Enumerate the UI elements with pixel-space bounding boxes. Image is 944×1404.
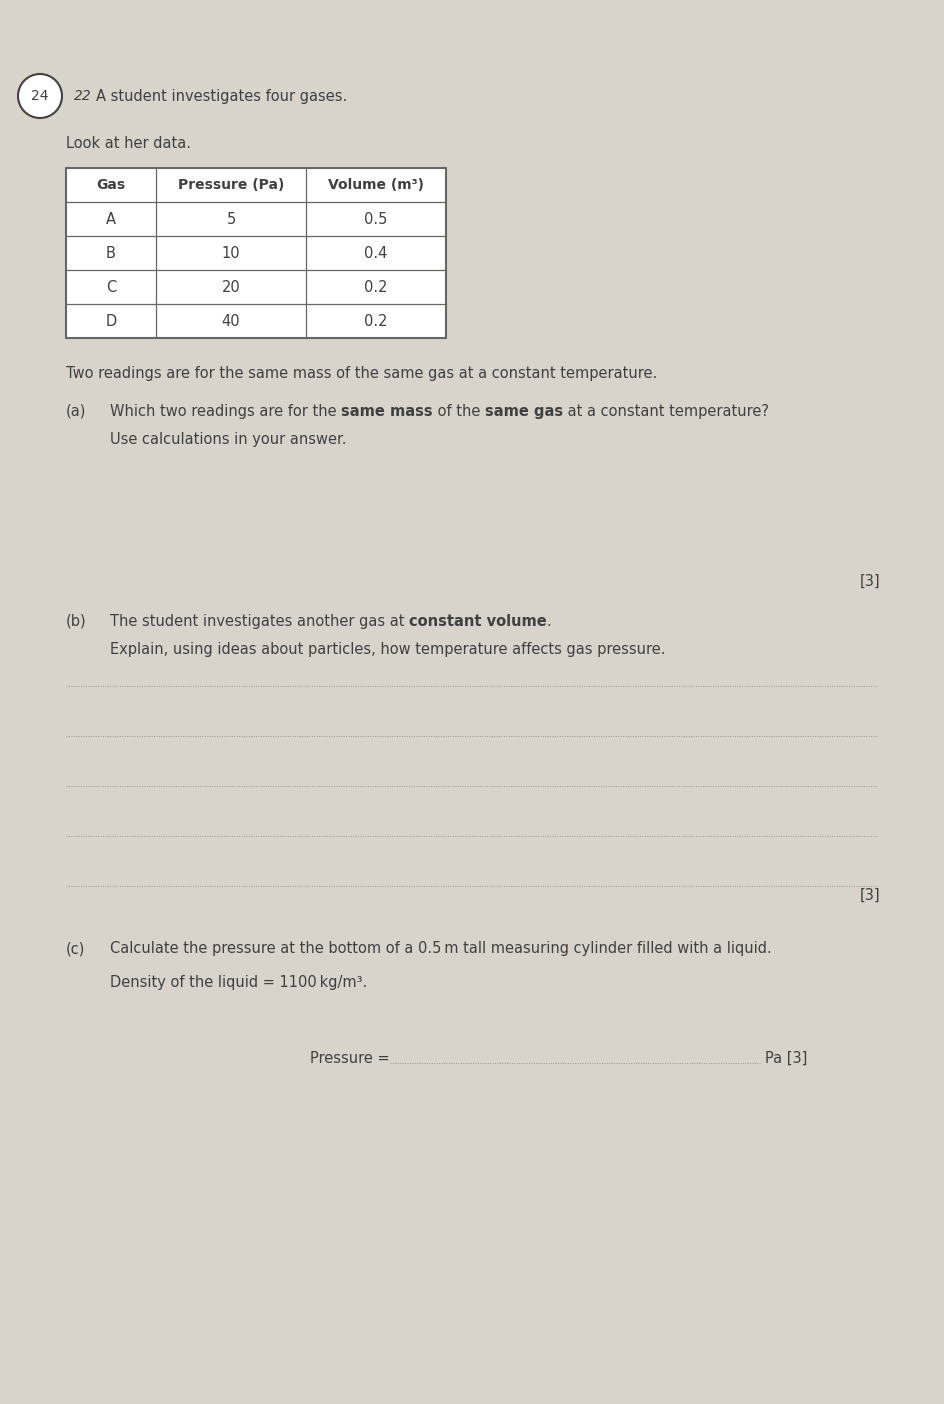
- Text: 0.4: 0.4: [364, 246, 388, 261]
- Text: C: C: [106, 279, 116, 295]
- Text: A student investigates four gases.: A student investigates four gases.: [96, 88, 347, 104]
- Text: 5: 5: [227, 212, 236, 226]
- Text: Density of the liquid = 1100 kg/m³.: Density of the liquid = 1100 kg/m³.: [110, 974, 367, 990]
- Text: Two readings are for the same mass of the same gas at a constant temperature.: Two readings are for the same mass of th…: [66, 366, 657, 380]
- Text: Volume (m³): Volume (m³): [328, 178, 424, 192]
- Text: 20: 20: [222, 279, 241, 295]
- Text: 0.5: 0.5: [364, 212, 388, 226]
- Text: 40: 40: [222, 313, 241, 329]
- Text: D: D: [106, 313, 117, 329]
- Text: Use calculations in your answer.: Use calculations in your answer.: [110, 432, 346, 446]
- Text: Pa [3]: Pa [3]: [765, 1052, 807, 1066]
- Text: (b): (b): [66, 614, 87, 629]
- Text: Pressure (Pa): Pressure (Pa): [177, 178, 284, 192]
- Text: Pressure =: Pressure =: [310, 1052, 395, 1066]
- Circle shape: [18, 74, 62, 118]
- Text: at a constant temperature?: at a constant temperature?: [563, 404, 769, 418]
- Text: .: .: [547, 614, 551, 629]
- Bar: [66, 168, 446, 338]
- Text: 22: 22: [74, 88, 92, 102]
- Text: (a): (a): [66, 404, 86, 418]
- Text: same gas: same gas: [485, 404, 563, 418]
- Text: B: B: [106, 246, 116, 261]
- Text: Gas: Gas: [96, 178, 126, 192]
- Text: (c): (c): [66, 941, 85, 956]
- Text: Explain, using ideas about particles, how temperature affects gas pressure.: Explain, using ideas about particles, ho…: [110, 642, 666, 657]
- Text: Which two readings are for the: Which two readings are for the: [110, 404, 341, 418]
- Text: The student investigates another gas at: The student investigates another gas at: [110, 614, 409, 629]
- Text: Calculate the pressure at the bottom of a 0.5 m tall measuring cylinder filled w: Calculate the pressure at the bottom of …: [110, 941, 772, 956]
- Text: [3]: [3]: [859, 887, 880, 903]
- Text: 10: 10: [222, 246, 241, 261]
- Text: 24: 24: [31, 88, 49, 102]
- Text: 0.2: 0.2: [364, 313, 388, 329]
- Text: Look at her data.: Look at her data.: [66, 136, 191, 152]
- Text: same mass: same mass: [341, 404, 433, 418]
- Text: 0.2: 0.2: [364, 279, 388, 295]
- Text: A: A: [106, 212, 116, 226]
- Text: of the: of the: [433, 404, 485, 418]
- Text: constant volume: constant volume: [409, 614, 547, 629]
- Text: [3]: [3]: [859, 574, 880, 590]
